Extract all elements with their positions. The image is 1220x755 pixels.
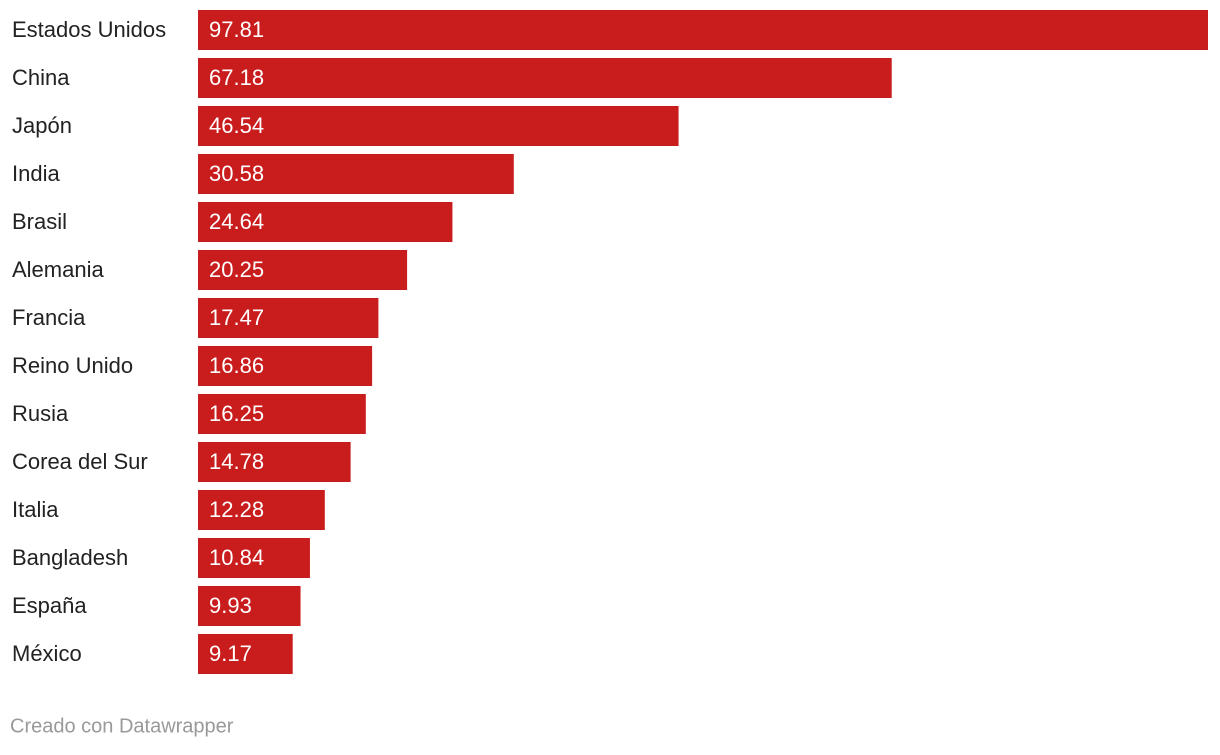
value-label: 20.25 <box>209 257 264 282</box>
value-label: 16.25 <box>209 401 264 426</box>
category-label: Alemania <box>12 257 104 282</box>
bar <box>198 634 293 674</box>
category-label: México <box>12 641 82 666</box>
category-label: Francia <box>12 305 86 330</box>
category-label: Rusia <box>12 401 69 426</box>
bar <box>198 202 453 242</box>
category-label: Bangladesh <box>12 545 128 570</box>
bar <box>198 58 892 98</box>
category-label: Italia <box>12 497 59 522</box>
value-label: 17.47 <box>209 305 264 330</box>
value-label: 12.28 <box>209 497 264 522</box>
bar <box>198 586 301 626</box>
bar <box>198 298 379 338</box>
category-label: Corea del Sur <box>12 449 148 474</box>
value-label: 10.84 <box>209 545 264 570</box>
category-label: India <box>12 161 60 186</box>
category-label: Reino Unido <box>12 353 133 378</box>
value-label: 16.86 <box>209 353 264 378</box>
bar <box>198 346 373 386</box>
bar <box>198 250 408 290</box>
value-label: 30.58 <box>209 161 264 186</box>
bar <box>198 538 310 578</box>
value-label: 24.64 <box>209 209 264 234</box>
category-label: Japón <box>12 113 72 138</box>
bar <box>198 490 325 530</box>
category-label: China <box>12 65 70 90</box>
bar <box>198 442 351 482</box>
bar <box>198 394 366 434</box>
value-label: 97.81 <box>209 17 264 42</box>
value-label: 9.17 <box>209 641 252 666</box>
value-label: 9.93 <box>209 593 252 618</box>
value-label: 46.54 <box>209 113 264 138</box>
bar <box>198 106 679 146</box>
category-label: España <box>12 593 87 618</box>
bar <box>198 154 514 194</box>
value-label: 14.78 <box>209 449 264 474</box>
category-label: Brasil <box>12 209 67 234</box>
value-label: 67.18 <box>209 65 264 90</box>
footer: Creado con Datawrapper <box>10 715 234 737</box>
bar <box>198 10 1208 50</box>
category-label: Estados Unidos <box>12 17 166 42</box>
